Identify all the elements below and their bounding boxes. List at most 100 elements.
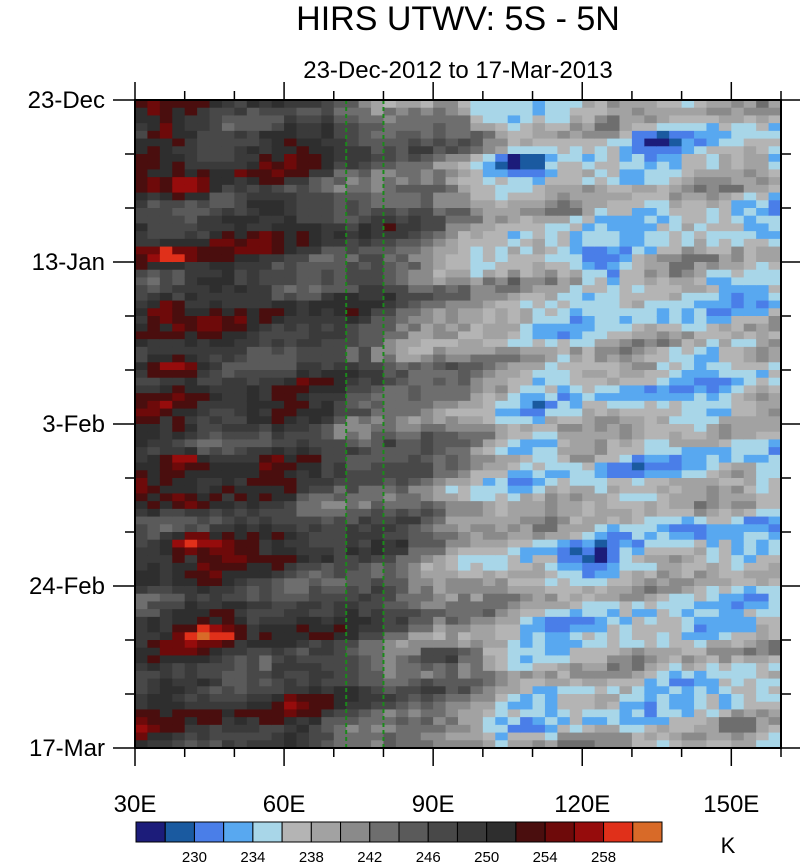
heatmap-cell (544, 385, 558, 394)
heatmap-cell (135, 385, 149, 394)
heatmap-cell (743, 146, 757, 155)
heatmap-cell (333, 694, 347, 703)
heatmap-cell (607, 208, 621, 217)
heatmap-cell (756, 130, 770, 140)
heatmap-cell (234, 601, 248, 610)
heatmap-cell (333, 385, 347, 394)
heatmap-cell (681, 616, 695, 626)
heatmap-cell (681, 370, 695, 379)
heatmap-cell (296, 292, 310, 302)
heatmap-cell (408, 362, 422, 371)
heatmap-cell (532, 354, 546, 363)
heatmap-cell (619, 354, 633, 363)
heatmap-cell (532, 223, 546, 232)
heatmap-cell (433, 586, 447, 595)
heatmap-cell (482, 269, 496, 279)
heatmap-cell (234, 447, 248, 456)
heatmap-cell (358, 578, 372, 587)
heatmap-cell (395, 447, 409, 456)
heatmap-cell (308, 694, 322, 703)
heatmap-cell (209, 694, 223, 703)
heatmap-cell (259, 184, 273, 194)
heatmap-cell (209, 215, 223, 225)
heatmap-cell (346, 177, 360, 186)
heatmap-cell (445, 454, 459, 464)
heatmap-cell (557, 462, 571, 471)
heatmap-cell (408, 740, 422, 748)
heatmap-cell (408, 262, 422, 271)
heatmap-cell (371, 609, 385, 618)
heatmap-cell (482, 354, 496, 363)
heatmap-cell (321, 215, 335, 225)
heatmap-cell (358, 208, 372, 217)
heatmap-cell (557, 485, 571, 495)
heatmap-cell (234, 254, 248, 263)
heatmap-cell (495, 354, 509, 363)
heatmap-cell (184, 115, 198, 124)
heatmap-cell (333, 609, 347, 618)
heatmap-cell (184, 130, 198, 140)
heatmap-cell (246, 169, 260, 178)
heatmap-cell (743, 362, 757, 371)
heatmap-cell (631, 123, 645, 132)
heatmap-cell (184, 694, 198, 703)
heatmap-cell (731, 269, 745, 279)
heatmap-cell (221, 547, 235, 556)
heatmap-cell (420, 470, 434, 479)
heatmap-cell (246, 385, 260, 394)
heatmap-cell (371, 223, 385, 232)
heatmap-cell (507, 640, 521, 649)
heatmap-cell (458, 470, 472, 479)
heatmap-cell (743, 308, 757, 317)
heatmap-cell (135, 447, 149, 456)
heatmap-cell (631, 616, 645, 626)
heatmap-cell (333, 254, 347, 263)
heatmap-cell (284, 208, 298, 217)
heatmap-cell (520, 485, 534, 495)
heatmap-cell (371, 331, 385, 340)
heatmap-cell (768, 670, 781, 680)
heatmap-cell (619, 316, 633, 325)
heatmap-cell (184, 146, 198, 155)
heatmap-cell (669, 655, 683, 664)
heatmap-cell (619, 370, 633, 379)
heatmap-cell (644, 740, 658, 748)
heatmap-cell (246, 146, 260, 155)
heatmap-cell (184, 107, 198, 117)
heatmap-cell (458, 192, 472, 201)
heatmap-cell (445, 586, 459, 595)
heatmap-cell (172, 138, 186, 147)
heatmap-cell (706, 231, 720, 240)
heatmap-cell (495, 393, 509, 402)
heatmap-cell (284, 431, 298, 441)
heatmap-cell (333, 138, 347, 147)
heatmap-cell (594, 123, 608, 132)
heatmap-cell (234, 524, 248, 533)
heatmap-cell (557, 539, 571, 549)
heatmap-cell (694, 532, 708, 541)
heatmap-cell (731, 501, 745, 510)
heatmap-cell (482, 138, 496, 147)
heatmap-cell (197, 678, 211, 687)
heatmap-cell (321, 130, 335, 140)
heatmap-cell (694, 624, 708, 633)
heatmap-cell (184, 346, 198, 356)
heatmap-cell (669, 154, 683, 163)
heatmap-cell (743, 609, 757, 618)
heatmap-cell (756, 601, 770, 610)
heatmap-cell (706, 346, 720, 356)
heatmap-cell (346, 331, 360, 340)
heatmap-cell (644, 223, 658, 232)
heatmap-cell (346, 123, 360, 132)
heatmap-cell (731, 616, 745, 626)
heatmap-cell (271, 377, 285, 387)
heatmap-cell (694, 539, 708, 549)
heatmap-cell (694, 316, 708, 325)
heatmap-cell (321, 632, 335, 641)
heatmap-cell (172, 501, 186, 510)
heatmap-cell (607, 562, 621, 572)
heatmap-cell (582, 177, 596, 186)
heatmap-cell (346, 346, 360, 356)
heatmap-cell (495, 678, 509, 687)
heatmap-cell (594, 578, 608, 587)
